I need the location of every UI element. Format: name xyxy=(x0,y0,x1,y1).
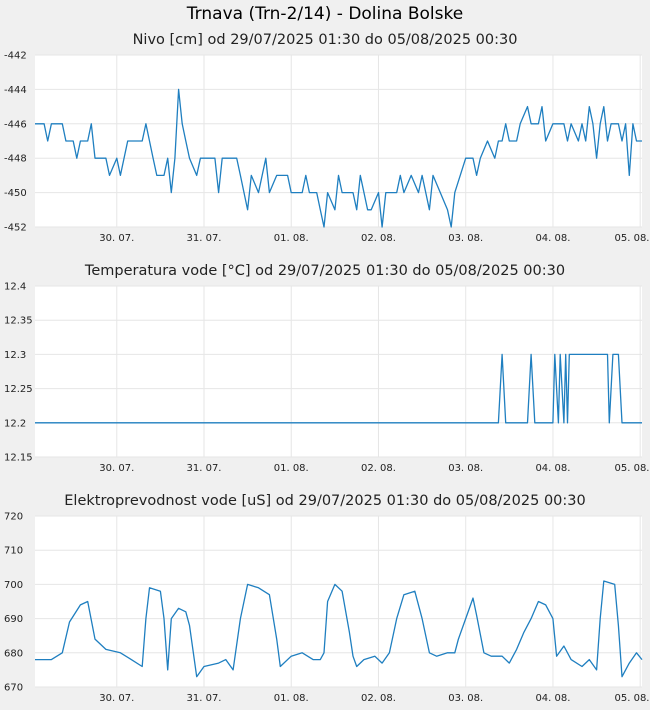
y-tick-label: 720 xyxy=(4,512,23,523)
chart-title: Temperatura vode [°C] od 29/07/2025 01:3… xyxy=(84,263,565,279)
y-tick-label: 710 xyxy=(4,546,23,557)
x-tick-label: 03. 08. xyxy=(448,693,483,704)
page-title: Trnava (Trn-2/14) - Dolina Bolske xyxy=(186,4,464,24)
y-tick-label: 12.3 xyxy=(4,350,26,361)
x-tick-label: 05. 08. xyxy=(615,233,650,244)
y-tick-label: 690 xyxy=(4,614,23,625)
x-tick-label: 01. 08. xyxy=(274,233,309,244)
x-tick-label: 30. 07. xyxy=(99,693,134,704)
y-tick-label: -444 xyxy=(4,85,27,96)
x-tick-label: 04. 08. xyxy=(535,463,570,474)
y-tick-label: 12.25 xyxy=(4,384,33,395)
x-tick-label: 02. 08. xyxy=(361,233,396,244)
x-tick-label: 30. 07. xyxy=(99,233,134,244)
series-line xyxy=(35,88,642,228)
y-tick-label: 700 xyxy=(4,580,23,591)
y-tick-label: 12.4 xyxy=(4,282,26,293)
chart-2: Temperatura vode [°C] od 29/07/2025 01:3… xyxy=(4,263,650,474)
chart-title: Nivo [cm] od 29/07/2025 01:30 do 05/08/2… xyxy=(133,32,518,48)
x-tick-label: 05. 08. xyxy=(615,463,650,474)
y-tick-label: -446 xyxy=(4,119,27,130)
x-tick-label: 05. 08. xyxy=(615,693,650,704)
chart-title: Elektroprevodnost vode [uS] od 29/07/202… xyxy=(64,493,585,509)
x-tick-label: 31. 07. xyxy=(187,463,222,474)
y-tick-label: 670 xyxy=(4,683,23,694)
y-tick-label: 12.35 xyxy=(4,316,33,327)
y-tick-label: -450 xyxy=(4,188,27,199)
x-tick-label: 01. 08. xyxy=(274,693,309,704)
x-tick-label: 31. 07. xyxy=(187,693,222,704)
x-tick-label: 03. 08. xyxy=(448,463,483,474)
chart-1: Nivo [cm] od 29/07/2025 01:30 do 05/08/2… xyxy=(4,32,650,244)
x-tick-label: 30. 07. xyxy=(99,463,134,474)
x-tick-label: 04. 08. xyxy=(535,693,570,704)
x-tick-label: 01. 08. xyxy=(274,463,309,474)
y-tick-label: -452 xyxy=(4,223,27,234)
x-tick-label: 31. 07. xyxy=(187,233,222,244)
x-tick-label: 04. 08. xyxy=(535,233,570,244)
x-tick-label: 03. 08. xyxy=(448,233,483,244)
y-tick-label: 680 xyxy=(4,648,23,659)
plot-area xyxy=(35,516,642,687)
x-tick-label: 02. 08. xyxy=(361,463,396,474)
x-tick-label: 02. 08. xyxy=(361,693,396,704)
y-tick-label: 12.2 xyxy=(4,418,26,429)
y-tick-label: 12.15 xyxy=(4,453,33,464)
y-tick-label: -442 xyxy=(4,51,27,62)
chart-3: Elektroprevodnost vode [uS] od 29/07/202… xyxy=(4,493,650,704)
plot-area xyxy=(35,286,642,457)
series-line xyxy=(35,580,643,678)
y-tick-label: -448 xyxy=(4,154,27,165)
series-line xyxy=(35,353,642,424)
plot-area xyxy=(35,55,642,227)
